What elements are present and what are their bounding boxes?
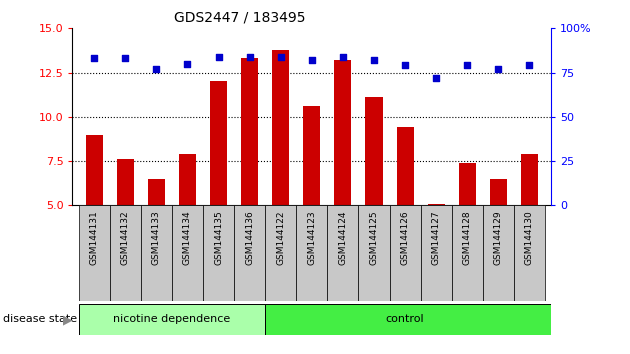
FancyBboxPatch shape — [328, 205, 358, 301]
Point — [151, 66, 161, 72]
Text: GSM144130: GSM144130 — [525, 210, 534, 265]
FancyBboxPatch shape — [452, 205, 483, 301]
Point — [369, 57, 379, 63]
Text: GSM144132: GSM144132 — [121, 210, 130, 265]
FancyBboxPatch shape — [421, 205, 452, 301]
Point — [524, 63, 534, 68]
Bar — [490, 179, 507, 205]
FancyBboxPatch shape — [234, 205, 265, 301]
Bar — [272, 50, 289, 205]
Bar — [303, 106, 321, 205]
Text: GSM144131: GSM144131 — [89, 210, 99, 265]
Point — [244, 54, 255, 59]
Text: GSM144122: GSM144122 — [277, 210, 285, 264]
Text: ▶: ▶ — [63, 313, 73, 326]
Point — [462, 63, 472, 68]
Bar — [365, 97, 382, 205]
Point — [89, 56, 100, 61]
Bar — [428, 204, 445, 205]
FancyBboxPatch shape — [79, 205, 110, 301]
Bar — [335, 60, 352, 205]
FancyBboxPatch shape — [296, 205, 328, 301]
Text: GSM144128: GSM144128 — [463, 210, 472, 265]
Text: GDS2447 / 183495: GDS2447 / 183495 — [174, 11, 305, 25]
Point — [400, 63, 410, 68]
FancyBboxPatch shape — [389, 205, 421, 301]
Point — [214, 54, 224, 59]
Text: GSM144134: GSM144134 — [183, 210, 192, 265]
Point — [183, 61, 193, 67]
Bar — [521, 154, 538, 205]
FancyBboxPatch shape — [79, 304, 265, 335]
Point — [120, 56, 130, 61]
Point — [431, 75, 441, 81]
Point — [276, 54, 286, 59]
Point — [493, 66, 503, 72]
Bar — [396, 127, 414, 205]
FancyBboxPatch shape — [358, 205, 389, 301]
FancyBboxPatch shape — [265, 205, 296, 301]
Bar — [148, 179, 165, 205]
Bar — [459, 163, 476, 205]
Text: control: control — [386, 314, 425, 325]
Text: GSM144125: GSM144125 — [370, 210, 379, 265]
FancyBboxPatch shape — [265, 304, 551, 335]
Text: GSM144133: GSM144133 — [152, 210, 161, 265]
FancyBboxPatch shape — [172, 205, 203, 301]
Text: GSM144135: GSM144135 — [214, 210, 223, 265]
FancyBboxPatch shape — [141, 205, 172, 301]
Point — [307, 57, 317, 63]
Bar — [179, 154, 196, 205]
FancyBboxPatch shape — [110, 205, 141, 301]
Bar — [117, 159, 134, 205]
Bar — [210, 81, 227, 205]
Text: GSM144123: GSM144123 — [307, 210, 316, 265]
Text: disease state: disease state — [3, 314, 77, 325]
FancyBboxPatch shape — [483, 205, 514, 301]
Bar — [241, 58, 258, 205]
Text: GSM144129: GSM144129 — [494, 210, 503, 265]
Text: GSM144127: GSM144127 — [432, 210, 441, 265]
FancyBboxPatch shape — [514, 205, 545, 301]
Text: GSM144126: GSM144126 — [401, 210, 410, 265]
Text: nicotine dependence: nicotine dependence — [113, 314, 231, 325]
Point — [338, 54, 348, 59]
Bar — [86, 135, 103, 205]
FancyBboxPatch shape — [203, 205, 234, 301]
Text: GSM144124: GSM144124 — [338, 210, 347, 264]
Text: GSM144136: GSM144136 — [245, 210, 254, 265]
